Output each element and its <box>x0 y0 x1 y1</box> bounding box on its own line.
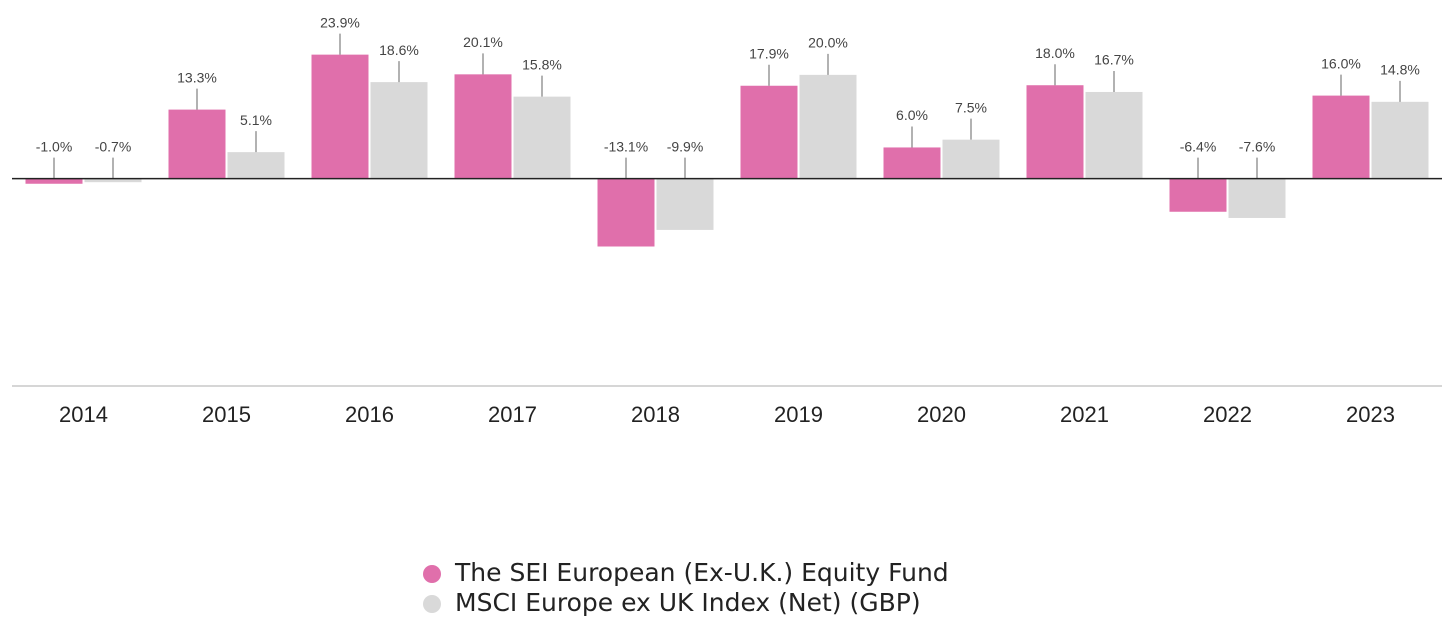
bar <box>1228 178 1286 218</box>
value-label: 17.9% <box>749 45 789 61</box>
bar <box>84 178 142 183</box>
bar <box>942 139 1000 179</box>
bar <box>740 85 798 179</box>
x-tick-label: 2021 <box>1060 402 1109 427</box>
value-label: -7.6% <box>1239 138 1276 154</box>
value-label: 13.3% <box>177 69 217 85</box>
bar <box>597 178 655 247</box>
value-label: 18.0% <box>1035 45 1075 61</box>
legend-label: MSCI Europe ex UK Index (Net) (GBP) <box>455 588 921 617</box>
x-tick-label: 2019 <box>774 402 823 427</box>
value-label: 5.1% <box>240 112 272 128</box>
value-label: 18.6% <box>379 42 419 58</box>
x-tick-label: 2017 <box>488 402 537 427</box>
bar <box>370 82 428 179</box>
value-label: -6.4% <box>1180 138 1217 154</box>
bar <box>311 54 369 179</box>
x-tick-label: 2014 <box>59 402 108 427</box>
value-label: 14.8% <box>1380 62 1420 78</box>
bar <box>799 74 857 179</box>
value-label: -0.7% <box>95 138 132 154</box>
legend-label: The SEI European (Ex-U.K.) Equity Fund <box>454 558 949 587</box>
bar <box>1312 95 1370 179</box>
bar <box>513 96 571 179</box>
x-tick-label: 2023 <box>1346 402 1395 427</box>
value-label: -13.1% <box>604 138 648 154</box>
bar <box>168 109 226 179</box>
x-tick-label: 2018 <box>631 402 680 427</box>
value-label: 7.5% <box>955 99 987 115</box>
value-label: 15.8% <box>522 56 562 72</box>
value-label: 16.7% <box>1094 52 1134 68</box>
bar <box>656 178 714 230</box>
bar <box>1371 101 1429 179</box>
bar <box>454 74 512 179</box>
value-label: 6.0% <box>896 107 928 123</box>
bar <box>25 178 83 184</box>
bar <box>883 147 941 179</box>
value-label: 20.0% <box>808 35 848 51</box>
x-tick-label: 2015 <box>202 402 251 427</box>
bar <box>1026 85 1084 179</box>
value-label: 20.1% <box>463 34 503 50</box>
bar <box>1085 91 1143 179</box>
value-label: -9.9% <box>667 138 704 154</box>
value-label: 23.9% <box>320 14 360 30</box>
bar <box>1169 178 1227 212</box>
x-tick-label: 2016 <box>345 402 394 427</box>
value-label: -1.0% <box>36 138 73 154</box>
bar <box>227 152 285 179</box>
legend-swatch <box>423 595 441 613</box>
x-tick-label: 2020 <box>917 402 966 427</box>
legend-swatch <box>423 565 441 583</box>
x-tick-label: 2022 <box>1203 402 1252 427</box>
value-label: 16.0% <box>1321 55 1361 71</box>
